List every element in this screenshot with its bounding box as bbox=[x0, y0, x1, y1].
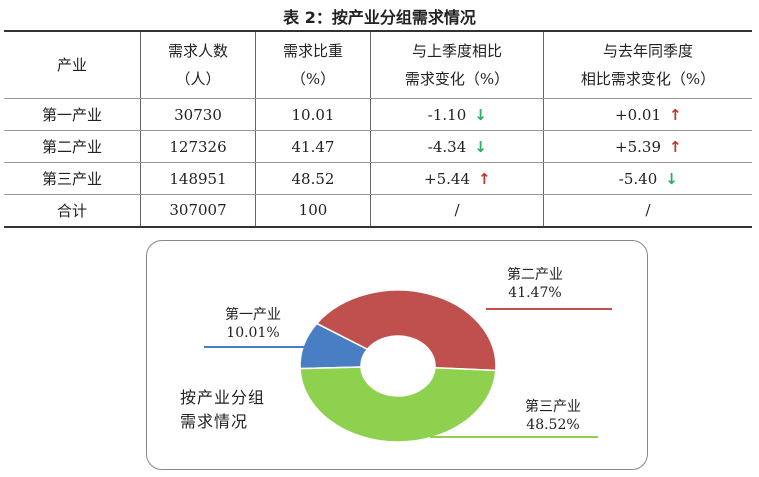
label-secondary: 第二产业 41.47% bbox=[507, 267, 563, 301]
cell-total-yoy: / bbox=[543, 194, 752, 228]
slice-secondary bbox=[315, 289, 497, 372]
cell-qoq: +5.44 ↑ bbox=[370, 162, 544, 195]
label-primary: 第一产业 10.01% bbox=[225, 307, 281, 341]
up-arrow-icon: ↑ bbox=[668, 137, 682, 156]
table-row: 第一产业 30730 10.01 -1.10 ↓ +0.01 ↑ bbox=[4, 98, 752, 131]
up-arrow-icon: ↑ bbox=[668, 105, 682, 124]
header-qoq: 与上季度相比 需求变化（%） bbox=[370, 30, 544, 99]
industry-demand-table: 产业 需求人数 （人） 需求比重 （%） 与上季度相比 需求变化（%） 与去年同季度相… bbox=[4, 30, 752, 228]
cell-share: 48.52 bbox=[255, 162, 371, 195]
down-arrow-icon: ↓ bbox=[474, 137, 487, 156]
up-arrow-icon: ↑ bbox=[477, 169, 491, 188]
header-count: 需求人数 （人） bbox=[140, 30, 256, 99]
cell-total-count: 307007 bbox=[140, 194, 256, 228]
down-arrow-icon: ↓ bbox=[665, 169, 678, 188]
table-row: 第二产业 127326 41.47 -4.34 ↓ +5.39 ↑ bbox=[4, 130, 752, 163]
header-industry: 产业 bbox=[4, 30, 141, 99]
slice-tertiary bbox=[299, 366, 497, 443]
table-total-row: 合计 307007 100 / / bbox=[4, 194, 752, 228]
table-title: 表 2：按产业分组需求情况 bbox=[283, 8, 476, 27]
cell-total-qoq: / bbox=[370, 194, 544, 228]
label-tertiary: 第三产业 48.52% bbox=[525, 399, 581, 433]
cell-yoy: +0.01 ↑ bbox=[543, 98, 752, 131]
cell-share: 10.01 bbox=[255, 98, 371, 131]
header-yoy: 与去年同季度 相比需求变化（%） bbox=[543, 30, 752, 99]
cell-count: 30730 bbox=[140, 98, 256, 131]
table-header-row: 产业 需求人数 （人） 需求比重 （%） 与上季度相比 需求变化（%） 与去年同季度相… bbox=[4, 30, 752, 99]
cell-yoy: -5.40 ↓ bbox=[543, 162, 752, 195]
header-share: 需求比重 （%） bbox=[255, 30, 371, 99]
cell-industry: 第三产业 bbox=[4, 162, 141, 195]
cell-total-label: 合计 bbox=[4, 194, 141, 228]
down-arrow-icon: ↓ bbox=[474, 105, 487, 124]
cell-industry: 第一产业 bbox=[4, 98, 141, 131]
table-row: 第三产业 148951 48.52 +5.44 ↑ -5.40 ↓ bbox=[4, 162, 752, 195]
chart-title: 按产业分组 需求情况 bbox=[180, 388, 266, 431]
